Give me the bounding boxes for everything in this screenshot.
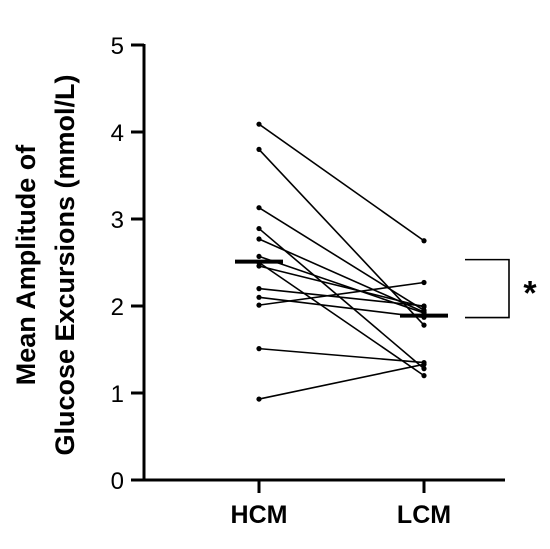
y-axis-label-line-2: Glucose Excursions (mmol/L) xyxy=(50,74,80,455)
y-axis: 0 1 2 3 4 5 xyxy=(111,33,146,495)
pair-line xyxy=(258,287,425,307)
point-hcm xyxy=(256,225,262,232)
point-lcm xyxy=(421,373,427,379)
pair-line xyxy=(258,207,425,312)
x-axis: HCM LCM xyxy=(142,478,505,529)
point-hcm xyxy=(256,236,262,242)
mean-bars xyxy=(235,259,448,318)
point-hcm xyxy=(256,294,262,300)
pair-line xyxy=(258,148,425,326)
y-tick-label: 1 xyxy=(111,381,124,408)
x-tick-label-hcm: HCM xyxy=(231,501,288,529)
y-tick-label: 0 xyxy=(111,468,124,495)
significance-bracket xyxy=(465,258,510,319)
pair-line xyxy=(258,123,425,242)
point-hcm xyxy=(256,263,262,269)
point-lcm xyxy=(421,279,427,286)
point-lcm xyxy=(421,366,427,372)
pair-line xyxy=(258,281,425,306)
point-hcm xyxy=(256,205,262,211)
point-hcm xyxy=(256,253,262,260)
y-tick-label: 4 xyxy=(111,120,124,147)
paired-lines xyxy=(256,121,427,402)
significance-star: * xyxy=(523,275,537,313)
point-lcm xyxy=(421,361,427,367)
point-hcm xyxy=(256,286,262,292)
y-axis-label-line-1: Mean Amplitude of xyxy=(11,144,41,386)
pair-line xyxy=(258,255,425,314)
point-hcm xyxy=(256,396,262,402)
significance-annotation: * xyxy=(465,258,537,319)
pair-line xyxy=(258,347,425,364)
point-hcm xyxy=(256,146,262,152)
pair-line xyxy=(258,265,425,308)
point-lcm xyxy=(421,322,427,328)
point-hcm xyxy=(256,121,262,127)
point-hcm xyxy=(256,346,262,352)
y-tick-label: 3 xyxy=(111,207,124,234)
point-hcm xyxy=(256,302,262,308)
y-tick-label: 5 xyxy=(111,33,124,60)
y-tick-label: 2 xyxy=(111,294,124,321)
pair-line xyxy=(258,261,425,377)
x-tick-label-lcm: LCM xyxy=(397,501,451,529)
point-lcm xyxy=(421,238,427,244)
pair-line xyxy=(258,363,425,400)
point-lcm xyxy=(421,303,427,309)
